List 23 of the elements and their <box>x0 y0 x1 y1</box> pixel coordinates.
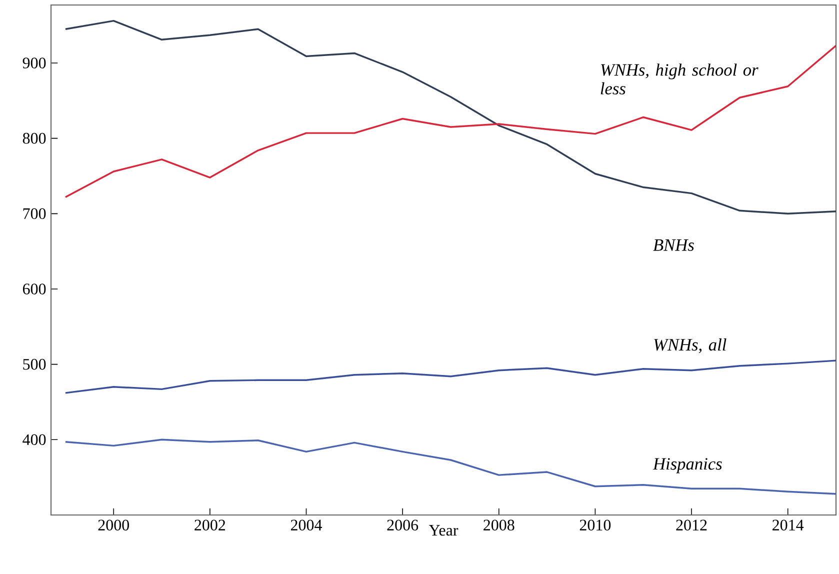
line-series <box>64 20 836 215</box>
line-series <box>64 438 836 495</box>
x-tick-label: 2010 <box>580 520 611 530</box>
y-tick-label: 500 <box>23 358 46 370</box>
series-label: Hispanics <box>652 458 722 474</box>
y-tick-label: 600 <box>22 284 46 294</box>
line-series <box>64 360 836 394</box>
x-tick-label: 2002 <box>194 520 226 530</box>
y-tick-label: 800 <box>22 132 46 144</box>
series-label: WNHs, all <box>654 338 726 354</box>
x-tick-label: 2000 <box>98 520 129 530</box>
x-tick-label: 2014 <box>772 520 804 530</box>
x-tick-label: 2012 <box>676 520 707 530</box>
text: BNHs <box>653 239 694 251</box>
line-series <box>64 44 836 198</box>
y-tick-label: 400 <box>22 434 46 446</box>
x-tick-label: 2008 <box>484 520 514 530</box>
x-axis-title: Year <box>428 525 458 536</box>
x-tick-label: 2006 <box>387 520 418 530</box>
y-tick-label: 900 <box>22 58 46 68</box>
x-tick-label: 2004 <box>290 520 322 530</box>
series-label: WNHs, high school or less <box>600 64 758 94</box>
y-tick-label: 700 <box>23 208 46 220</box>
